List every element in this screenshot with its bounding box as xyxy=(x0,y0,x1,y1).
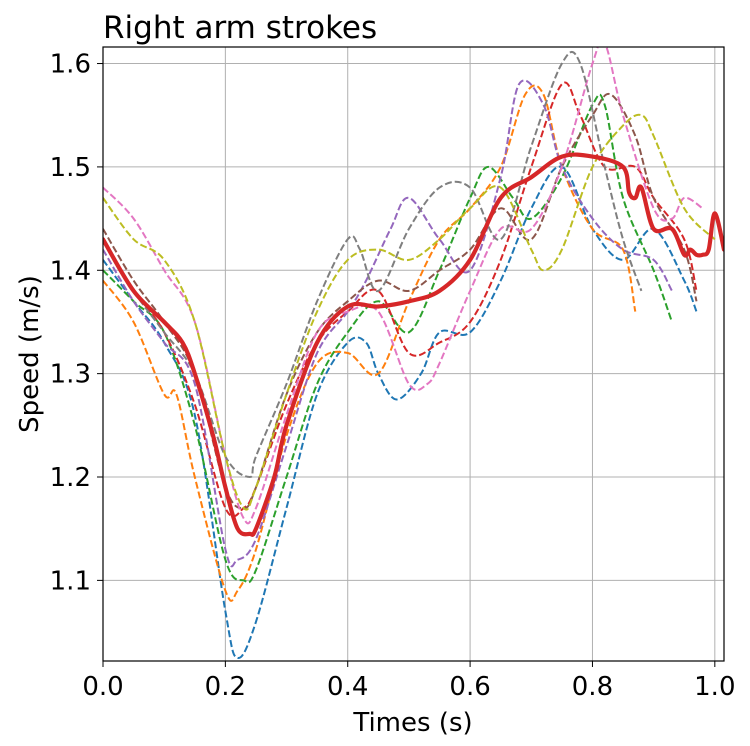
x-tick-label: 0.2 xyxy=(205,672,246,702)
series-group xyxy=(103,47,724,659)
x-tick-label: 0.0 xyxy=(82,672,123,702)
y-tick-label: 1.2 xyxy=(50,463,91,493)
trial-series-line-3 xyxy=(103,93,673,584)
y-axis-label: Speed (m/s) xyxy=(15,275,45,433)
trial-series-line-8 xyxy=(103,50,643,478)
y-tick-label: 1.1 xyxy=(50,566,91,596)
grid-lines xyxy=(102,47,724,661)
mean-series-line xyxy=(103,152,724,537)
y-tick-label: 1.5 xyxy=(50,153,91,183)
x-tick-label: 0.4 xyxy=(327,672,368,702)
trial-series-line-2 xyxy=(103,84,637,602)
y-tick-label: 1.4 xyxy=(50,256,91,286)
chart-title: Right arm strokes xyxy=(103,10,377,46)
x-axis-label: Times (s) xyxy=(352,708,472,738)
plot-frame xyxy=(102,46,725,662)
x-tick-label: 0.8 xyxy=(572,672,613,702)
trial-series-line-9 xyxy=(103,113,716,511)
y-axis-ticks: 1.1 1.2 1.3 1.4 1.5 1.6 xyxy=(50,50,103,596)
y-tick-label: 1.3 xyxy=(50,360,91,390)
y-tick-label: 1.6 xyxy=(50,50,91,80)
x-tick-label: 0.6 xyxy=(449,672,490,702)
x-tick-label: 1.0 xyxy=(694,672,735,702)
x-axis-ticks: 0.0 0.2 0.4 0.6 0.8 1.0 xyxy=(82,661,736,702)
